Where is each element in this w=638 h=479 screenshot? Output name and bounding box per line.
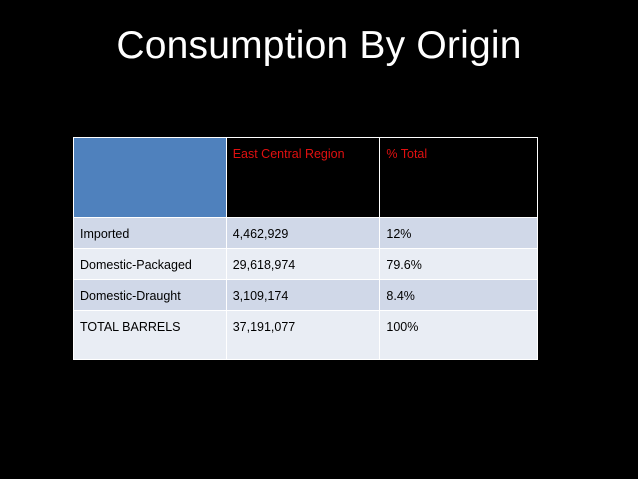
row-percent: 100% — [379, 310, 538, 360]
row-value: 3,109,174 — [225, 279, 381, 311]
row-value: 4,462,929 — [225, 217, 381, 249]
row-percent: 12% — [379, 217, 538, 249]
header-east-central-region: East Central Region — [225, 137, 381, 218]
table-row: Domestic-Draught 3,109,174 8.4% — [73, 279, 538, 311]
table-row-total: TOTAL BARRELS 37,191,077 100% — [73, 310, 538, 360]
consumption-table: East Central Region % Total Imported 4,4… — [73, 137, 538, 360]
row-value: 29,618,974 — [225, 248, 381, 280]
header-corner-cell — [73, 137, 227, 218]
row-label: Imported — [73, 217, 227, 249]
row-percent: 8.4% — [379, 279, 538, 311]
header-percent-total: % Total — [379, 137, 538, 218]
table-header-row: East Central Region % Total — [73, 137, 538, 218]
row-label: Domestic-Draught — [73, 279, 227, 311]
slide-title: Consumption By Origin — [116, 24, 522, 67]
table-row: Domestic-Packaged 29,618,974 79.6% — [73, 248, 538, 280]
table-row: Imported 4,462,929 12% — [73, 217, 538, 249]
row-value: 37,191,077 — [225, 310, 381, 360]
row-label: Domestic-Packaged — [73, 248, 227, 280]
row-label: TOTAL BARRELS — [73, 310, 227, 360]
row-percent: 79.6% — [379, 248, 538, 280]
